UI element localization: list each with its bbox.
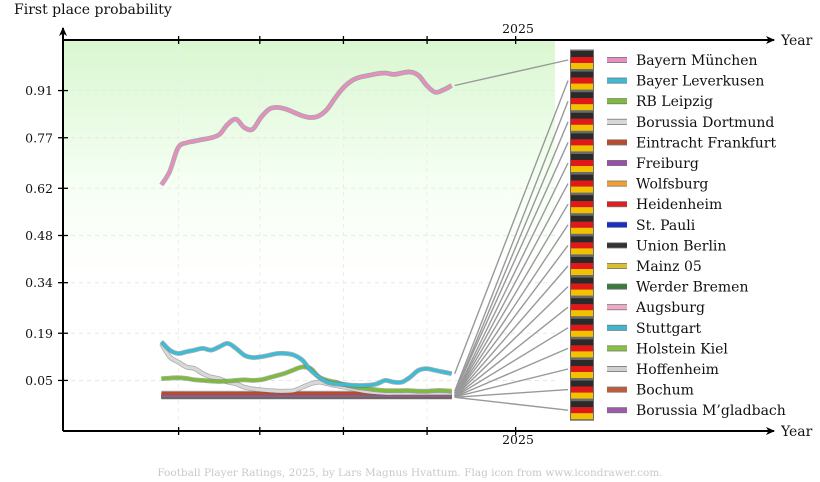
germany-flag-icon	[570, 379, 594, 401]
legend-connector	[454, 59, 569, 87]
legend-connector	[454, 306, 569, 398]
legend-swatch	[607, 181, 627, 186]
germany-flag-icon	[570, 296, 594, 318]
legend-swatch	[607, 243, 627, 248]
germany-flag-icon	[570, 255, 594, 277]
legend-swatch	[607, 78, 627, 83]
germany-flag-icon	[570, 358, 594, 380]
legend-swatch	[607, 263, 627, 269]
germany-flag-icon	[570, 399, 594, 421]
legend-label: Augsburg	[635, 300, 705, 316]
legend-connector	[454, 244, 569, 397]
germany-flag-icon	[570, 193, 594, 215]
legend-label: Bayern München	[636, 53, 758, 69]
legend-swatch	[607, 346, 627, 351]
y-tick-label: 0.77	[25, 130, 53, 145]
legend-swatch	[607, 57, 627, 63]
legend-label: Holstein Kiel	[636, 341, 728, 357]
legend-connector	[454, 396, 569, 411]
legend-connector	[454, 286, 569, 398]
germany-flag-icon	[570, 131, 594, 153]
y-ticks: 0.05 0.19 0.34 0.48 0.62 0.77 0.91	[25, 83, 68, 388]
series-line	[160, 340, 453, 388]
legend-label: Borussia M’gladbach	[636, 403, 786, 419]
legend-swatch	[607, 119, 627, 124]
legend-label: Bayer Leverkusen	[636, 74, 764, 90]
legend-swatch	[607, 284, 627, 289]
series-line	[160, 342, 452, 395]
legend-label: Stuttgart	[636, 321, 701, 337]
x-axis-label-bottom: Year	[780, 424, 813, 440]
germany-flag-icon	[570, 111, 594, 133]
legend-label: Freiburg	[636, 156, 699, 172]
legend-swatch	[607, 202, 627, 207]
legend-connector	[454, 142, 569, 394]
legend-swatch	[607, 160, 627, 166]
legend-connector	[454, 327, 569, 398]
germany-flag-icon	[570, 70, 594, 92]
legend-connector	[454, 347, 569, 398]
legend-connector	[454, 224, 569, 397]
legend-label: Bochum	[636, 383, 694, 399]
legend-label: St. Pauli	[636, 218, 696, 234]
legend-connector	[454, 162, 569, 396]
legend-swatch	[607, 140, 627, 145]
legend-connector	[454, 183, 569, 396]
x-ticks	[177, 36, 517, 435]
y-tick-label: 0.19	[25, 326, 53, 341]
legend-connector	[454, 100, 569, 392]
legend-label: Heidenheim	[636, 197, 722, 213]
germany-flag-icon	[570, 234, 594, 256]
legend-swatch	[607, 408, 627, 413]
germany-flag-icon	[570, 276, 594, 298]
y-tick-label: 0.48	[25, 228, 53, 243]
y-axis-label: First place probability	[14, 2, 172, 18]
legend-label: Borussia Dortmund	[636, 115, 774, 131]
series-line	[160, 70, 453, 186]
germany-flag-icon	[570, 49, 594, 71]
legend-swatch	[607, 325, 627, 330]
germany-flag-icon	[570, 90, 594, 112]
legend-connector	[454, 121, 569, 394]
legend-label: RB Leipzig	[636, 94, 713, 110]
plot-background	[63, 40, 555, 282]
germany-flag-icon	[570, 214, 594, 236]
y-tick-label: 0.34	[25, 275, 53, 290]
credit-text: Football Player Ratings, 2025, by Lars M…	[157, 467, 662, 479]
x-axis-label-top: Year	[780, 33, 813, 49]
legend-swatch	[607, 222, 627, 227]
legend-swatch	[607, 387, 627, 392]
grid	[63, 40, 555, 431]
legend-label: Union Berlin	[636, 238, 726, 254]
legend-connector	[454, 80, 569, 374]
germany-flag-icon	[570, 337, 594, 359]
legend-swatch	[607, 99, 627, 104]
legend-label: Eintracht Frankfurt	[636, 135, 776, 151]
x-tick-label-top: 2025	[502, 21, 534, 36]
legend: Bayern München Bayer Leverkusen RB Leipzig…	[570, 49, 786, 421]
y-tick-label: 0.62	[25, 181, 53, 196]
x-tick-label-bottom: 2025	[502, 432, 534, 447]
legend-connector	[454, 265, 569, 398]
germany-flag-icon	[570, 317, 594, 339]
legend-swatch	[607, 366, 627, 372]
legend-label: Werder Bremen	[636, 280, 748, 296]
connector-layer	[454, 59, 569, 411]
series-layer	[159, 69, 453, 400]
legend-connector	[454, 203, 569, 397]
legend-connector	[454, 388, 569, 398]
germany-flag-icon	[570, 173, 594, 195]
legend-swatch	[607, 305, 627, 310]
legend-label: Wolfsburg	[636, 177, 708, 193]
y-tick-label: 0.05	[25, 373, 53, 388]
germany-flag-icon	[570, 152, 594, 174]
legend-label: Mainz 05	[636, 259, 702, 275]
legend-label: Hoffenheim	[636, 362, 719, 378]
y-tick-label: 0.91	[25, 83, 53, 98]
legend-connector	[454, 368, 569, 398]
